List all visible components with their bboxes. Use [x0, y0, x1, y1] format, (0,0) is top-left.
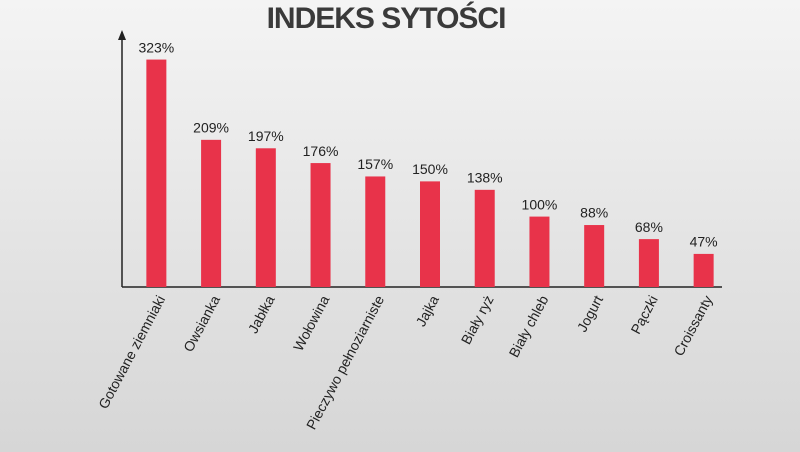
- value-label: 88%: [580, 205, 608, 221]
- x-tick-label: Wołowina: [290, 292, 333, 353]
- bar: [584, 225, 605, 287]
- value-label: 100%: [522, 196, 558, 212]
- value-label: 209%: [193, 120, 229, 136]
- bar: [420, 181, 440, 287]
- bar: [255, 148, 276, 287]
- bar: [638, 239, 659, 287]
- bar: [201, 139, 222, 287]
- value-label: 47%: [690, 234, 718, 250]
- bar: [693, 253, 714, 287]
- value-label: 68%: [635, 219, 663, 235]
- x-tick-label: Jogurt: [574, 293, 606, 335]
- x-tick-label: Pączki: [627, 293, 660, 337]
- x-tick-label: Biały chleb: [505, 292, 551, 359]
- chart-title: INDEKS SYTOŚCI: [267, 1, 506, 35]
- x-tick-label: Gotowane ziemniaki: [95, 293, 168, 412]
- axis-arrow: [118, 30, 126, 40]
- x-tick-label: Owsianka: [180, 292, 223, 354]
- value-label: 157%: [357, 156, 393, 172]
- x-tick-label: Biały ryż: [458, 293, 497, 347]
- x-tick-label: Jabłka: [245, 292, 278, 335]
- value-label: 176%: [303, 143, 339, 159]
- value-label: 138%: [467, 170, 503, 186]
- bar: [365, 176, 386, 287]
- value-label: 150%: [412, 161, 448, 177]
- bar: [310, 163, 331, 287]
- bar: [529, 216, 550, 287]
- value-label: 197%: [248, 128, 284, 144]
- x-tick-label: Croissanty: [670, 293, 715, 359]
- bar: [146, 59, 167, 287]
- x-tick-label: Jajka: [412, 292, 442, 329]
- value-label: 323%: [138, 39, 174, 55]
- bar: [474, 189, 495, 287]
